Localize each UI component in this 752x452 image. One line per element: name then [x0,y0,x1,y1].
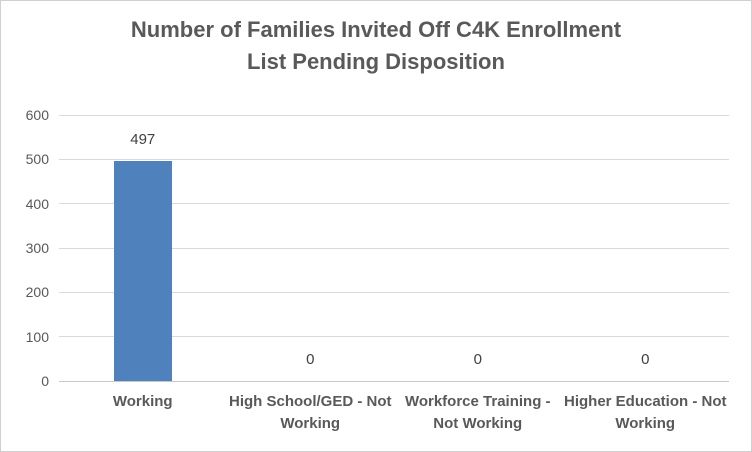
y-tick-label: 100 [25,328,49,345]
y-tick-label: 300 [25,240,49,256]
bar-value-label: 0 [306,351,315,368]
x-category-label: Higher Education - Not Working [564,393,727,432]
chart-title-line-2: List Pending Disposition [247,49,505,74]
bar-value-label: 0 [473,351,482,368]
x-category-label: High School/GED - Not Working [229,393,392,432]
bar [113,160,172,381]
x-axis-line [59,380,729,382]
x-category-label: Workforce Training - Not Working [404,393,551,432]
bar-value-label: 497 [130,130,156,148]
chart-title-line-1: Number of Families Invited Off C4K Enrol… [130,17,622,42]
x-category-label: Working [112,393,173,410]
gridline-300 [59,247,729,249]
y-tick-label: 400 [25,195,49,212]
y-tick-label: 500 [25,151,49,168]
gridline-500 [59,158,729,160]
y-tick-label: 600 [25,107,49,123]
gridline-200 [59,291,729,293]
y-tick-label: 0 [41,373,49,389]
gridline-600 [59,114,729,116]
y-tick-label: 200 [25,284,49,301]
chart-title: Number of Families Invited Off C4K Enrol… [1,14,751,78]
bar-value-label: 0 [641,351,650,368]
gridline-100 [59,336,729,338]
gridline-400 [59,203,729,205]
